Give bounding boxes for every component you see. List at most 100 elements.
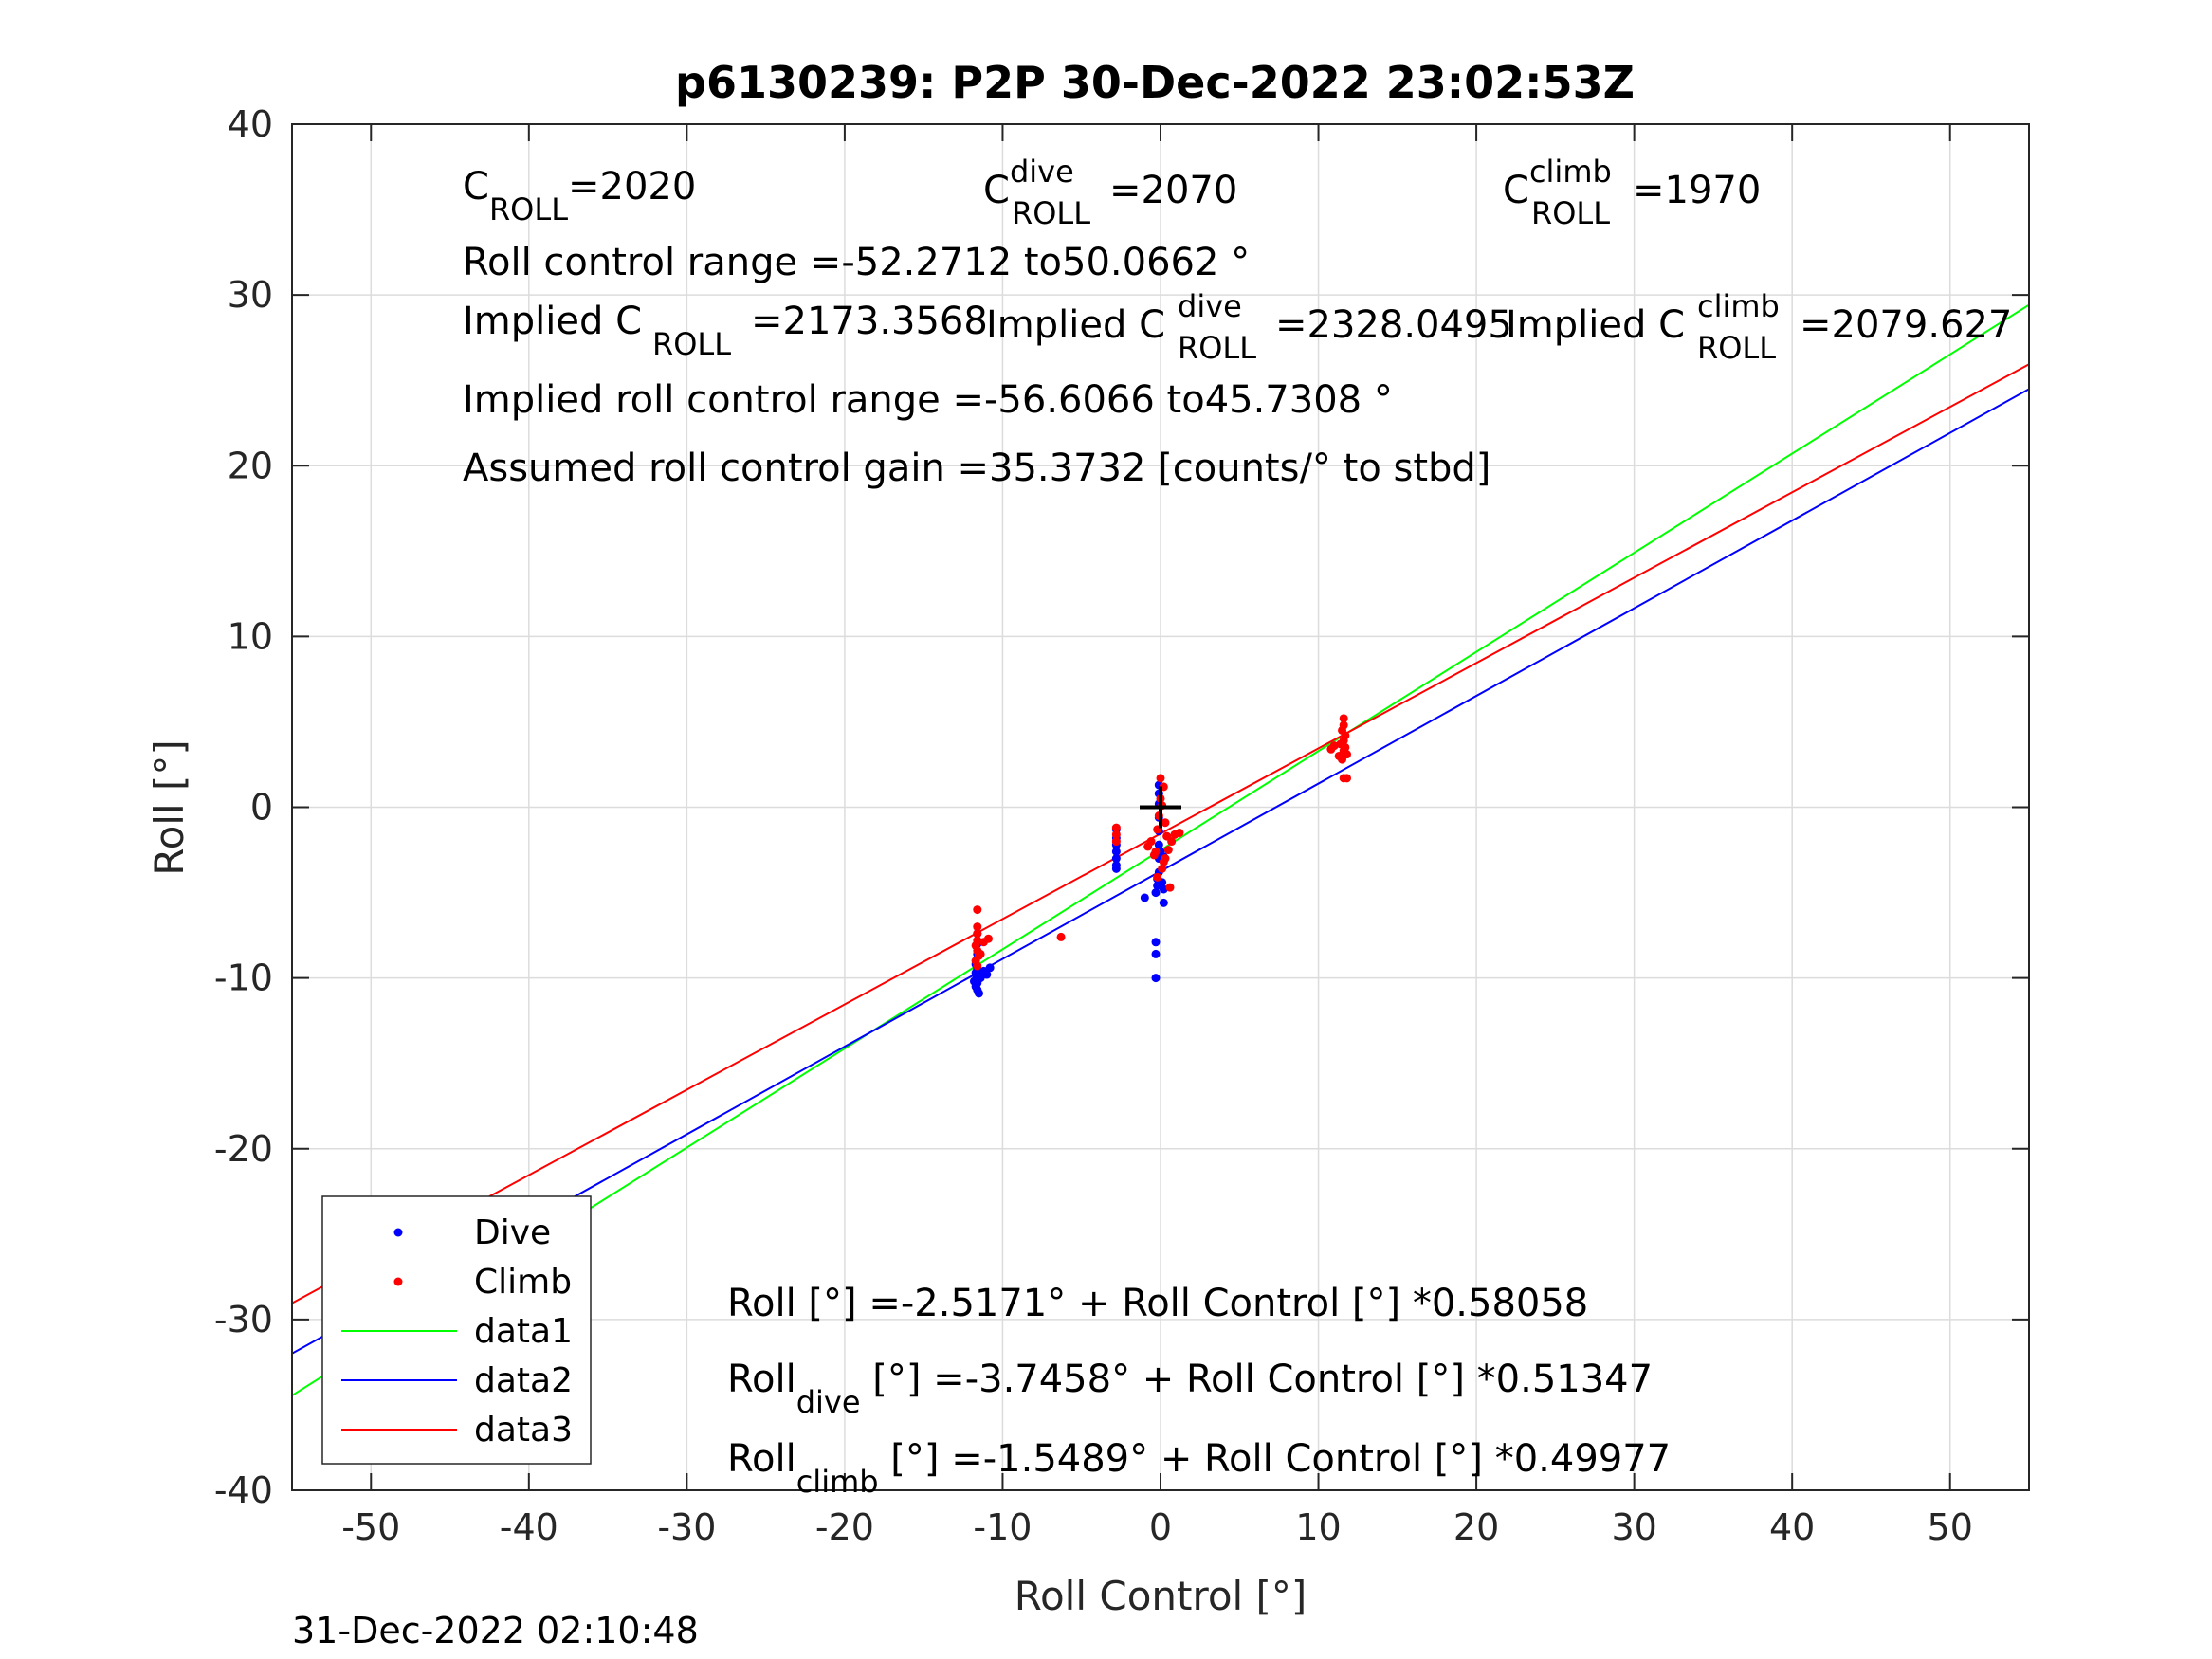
annotation-croll-climb-sub: ROLL [1531,195,1610,231]
annotation-gain: Assumed roll control gain =35.3732 [coun… [463,447,1490,490]
annotation-implied-croll-dive-sup: dive [1178,288,1242,324]
annotation-croll-dive: Cdive ROLL =2070 [983,154,1237,231]
climb-point [1111,830,1121,839]
climb-point [1165,883,1175,892]
climb-point [1343,774,1352,783]
climb-point [1143,842,1153,851]
climb-point [1339,714,1348,723]
climb-point [1161,818,1170,828]
annotation-implied-croll-dive-value: =2328.0495 [1275,303,1512,347]
y-tick-labels: -40 -30 -20 -10 0 10 20 30 40 [214,103,273,1511]
annotation-implied-croll-dive-pre: Implied C [986,303,1165,347]
annotation-croll-dive-main: C [983,169,1010,212]
dive-point [974,989,983,998]
dive-point [1159,898,1168,907]
climb-point [1338,755,1347,764]
legend-label-data3: data3 [474,1411,573,1449]
climb-point [1153,872,1162,882]
dive-point [1151,974,1161,983]
annotation-implied-croll-climb: Implied C climb ROLL =2079.627 [1506,288,2012,366]
x-tick-label: -30 [657,1506,716,1548]
annotation-fit-equation-climb: Rollclimb [°] =-1.5489° + Roll Control [… [727,1437,1671,1500]
dive-point [969,976,978,986]
climb-point [1056,932,1066,941]
annotation-implied-croll-pre: Implied C [463,300,642,343]
dive-point [1151,949,1161,958]
data-points [969,714,1352,998]
y-tick-label: 0 [250,787,273,829]
x-tick-label: -20 [815,1506,874,1548]
y-tick-label: 30 [228,274,273,316]
climb-point [973,922,982,932]
dive-point [1111,847,1121,856]
dive-point [985,963,995,973]
dive-point [1111,864,1121,873]
y-tick-label: -20 [214,1128,273,1170]
climb-point [1158,864,1167,873]
annotation-croll-climb: Cclimb ROLL =1970 [1503,154,1761,231]
x-tick-labels: -50 -40 -30 -20 -10 0 10 20 30 40 50 [341,1506,1973,1548]
legend: Dive Climb data1 data2 data3 [321,1195,592,1465]
annotation-fit-equation: Roll [°] =-2.5171° + Roll Control [°] *0… [727,1282,1588,1325]
annotation-croll-value: =2020 [568,165,696,209]
y-tick-label: -30 [214,1299,273,1340]
annotation-fit-equation-climb-sub: climb [796,1464,879,1500]
annotation-implied-croll-sub: ROLL [652,326,731,362]
y-tick-label: 40 [228,103,273,145]
y-tick-label: 10 [228,615,273,657]
climb-point [1111,823,1121,832]
annotation-croll-climb-sup: climb [1529,154,1612,190]
annotation-implied-croll: Implied C ROLL =2173.3568 [463,300,988,362]
climb-point [1175,829,1184,838]
climb-point [973,961,982,971]
x-tick-label: 0 [1149,1506,1172,1548]
legend-label-data2: data2 [474,1361,573,1400]
x-tick-label: 30 [1611,1506,1656,1548]
x-axis-label: Roll Control [°] [1015,1573,1307,1619]
dive-point [1151,938,1161,947]
y-tick-label: -40 [214,1469,273,1511]
chart-title: p6130239: P2P 30-Dec-2022 23:02:53Z [675,57,1635,108]
annotation-croll-main: C [463,165,489,209]
annotation-roll-control-range: Roll control range =-52.2712 to50.0662 ° [463,241,1250,284]
annotation-implied-croll-climb-sub: ROLL [1697,330,1776,366]
annotation-implied-croll-climb-value: =2079.627 [1800,303,2012,347]
annotation-implied-croll-dive-sub: ROLL [1178,330,1256,366]
dive-point [976,974,985,983]
climb-point [976,949,985,958]
climb-point [973,905,982,915]
annotation-croll: CROLL=2020 [463,165,696,228]
annotation-implied-range: Implied roll control range =-56.6066 to4… [463,378,1393,422]
footer-timestamp: 31-Dec-2022 02:10:48 [292,1610,699,1651]
annotation-croll-dive-sup: dive [1010,154,1074,190]
x-tick-label: 20 [1453,1506,1499,1548]
climb-point [1167,837,1177,847]
dive-point [1111,854,1121,864]
annotation-croll-dive-sub: ROLL [1012,195,1090,231]
annotation-croll-climb-value: =1970 [1633,169,1761,212]
climb-point [1161,854,1170,864]
annotation-croll-dive-value: =2070 [1109,169,1237,212]
x-tick-label: 10 [1295,1506,1341,1548]
annotation-fit-equation-dive-sub: dive [796,1384,861,1420]
x-tick-label: 40 [1769,1506,1815,1548]
x-tick-label: -50 [341,1506,400,1548]
annotation-fit-equation-climb-post: [°] =-1.5489° + Roll Control [°] *0.4997… [879,1437,1672,1481]
climb-point [1151,847,1161,856]
x-tick-label: 50 [1928,1506,1973,1548]
annotation-croll-sub: ROLL [489,191,568,228]
dive-point [1154,840,1163,849]
annotation-implied-croll-dive: Implied C dive ROLL =2328.0495 [986,288,1512,366]
legend-marker-climb [393,1277,403,1286]
climb-point [1326,744,1336,754]
climb-point [1156,774,1165,783]
axes-box [291,123,2030,1491]
annotation-fit-equation-climb-pre: Roll [727,1437,796,1481]
annotation-croll-climb-main: C [1503,169,1529,212]
x-tick-label: -40 [500,1506,558,1548]
legend-label-dive: Dive [474,1213,551,1252]
dive-point [982,970,992,979]
legend-marker-dive [393,1228,403,1237]
legend-label-climb: Climb [474,1263,572,1302]
climb-point [1163,846,1173,855]
